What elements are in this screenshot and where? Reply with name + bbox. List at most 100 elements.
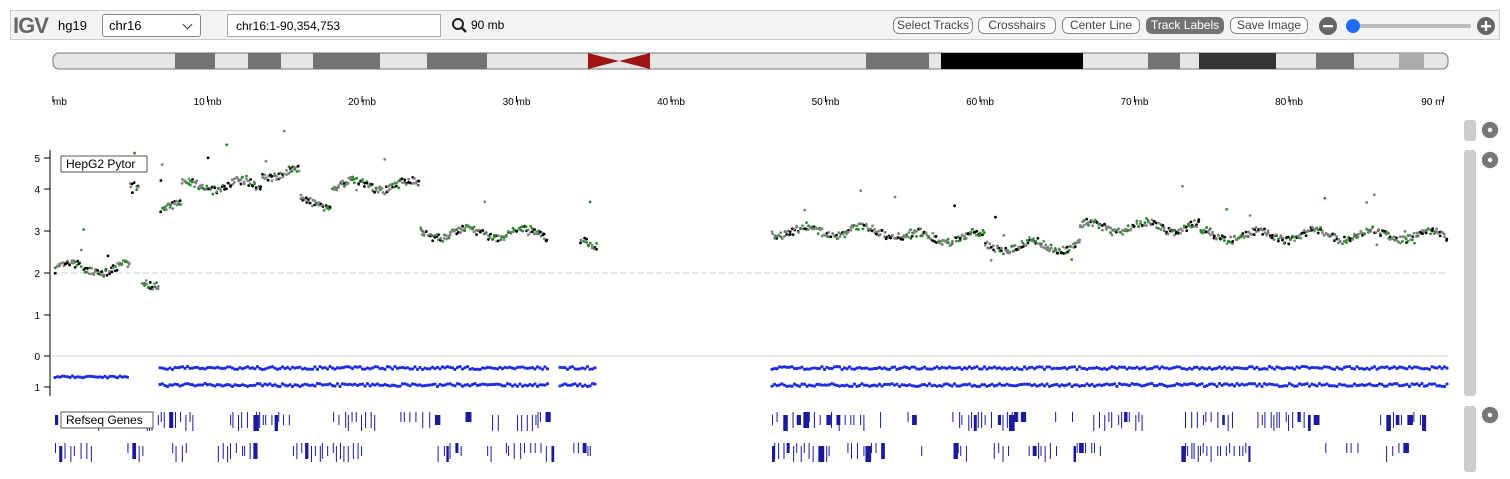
allele-point (1337, 382, 1342, 386)
toolbar-button[interactable]: Center Line (1062, 17, 1140, 34)
gene-feature (831, 412, 833, 428)
allele-point (1155, 365, 1159, 369)
cnv-point (1193, 219, 1196, 222)
allele-point (1385, 365, 1389, 369)
cnv-point (1073, 241, 1077, 245)
cnv-point (229, 184, 233, 187)
cnv-point (842, 230, 846, 234)
allele-point (63, 374, 67, 378)
allele-point (905, 384, 909, 388)
gene-feature (960, 446, 962, 456)
allele-point (310, 383, 315, 387)
allele-point (533, 367, 537, 371)
cnv-point (883, 235, 886, 239)
allele-point (430, 365, 435, 369)
cnv-point (1118, 230, 1122, 234)
zoom-widget[interactable] (1317, 15, 1497, 37)
allele-point (223, 383, 227, 387)
cnv-point (816, 232, 820, 236)
allele-point (1230, 382, 1234, 387)
search-icon[interactable] (451, 17, 467, 35)
zoom-knob[interactable] (1346, 19, 1360, 33)
toolbar-button[interactable]: Track Labels (1146, 17, 1224, 34)
toolbar-button[interactable]: Save Image (1230, 17, 1308, 34)
cnv-point (1395, 238, 1398, 242)
allele-point (1220, 383, 1224, 387)
allele-point (1210, 382, 1214, 386)
allele-point (1182, 367, 1187, 371)
allele-point (1112, 365, 1117, 369)
cnv-point (1337, 237, 1341, 241)
cnv-point (53, 271, 57, 275)
allele-point (413, 382, 417, 387)
cnv-point (1296, 234, 1300, 238)
allele-point (515, 384, 520, 388)
locus-input[interactable]: chr16:1-90,354,753 (227, 14, 441, 37)
allele-point (1155, 383, 1159, 388)
allele-point (328, 382, 332, 386)
allele-point (455, 382, 460, 386)
allele-point (1407, 384, 1412, 389)
allele-point (1420, 381, 1424, 386)
toolbar-button[interactable]: Select Tracks (893, 17, 973, 34)
cnv-point (770, 230, 774, 234)
allele-point (807, 367, 812, 371)
allele-point (770, 384, 774, 388)
allele-point (495, 382, 500, 386)
cnv-point (296, 164, 300, 168)
allele-point (218, 366, 222, 370)
cnv-point (906, 235, 910, 239)
gene-feature (1222, 415, 1225, 425)
allele-point (1062, 365, 1067, 370)
allele-point (1112, 382, 1117, 386)
allele-point (158, 382, 162, 387)
cnv-point (297, 169, 301, 173)
allele-point (855, 384, 859, 388)
cnv-point (1154, 221, 1158, 225)
cnv-point (1266, 229, 1270, 233)
allele-point (450, 366, 455, 370)
track-settings[interactable] (1481, 151, 1499, 169)
cnv-point (388, 183, 392, 187)
allele-point (1437, 365, 1442, 369)
cnv-point (931, 231, 935, 235)
allele-point (213, 384, 217, 388)
cnv-point (820, 227, 824, 231)
allele-point (1285, 384, 1289, 388)
gene-feature (1093, 443, 1095, 453)
allele-point (802, 382, 807, 386)
allele-point (947, 383, 952, 387)
cnv-point (590, 246, 594, 250)
gene-feature (826, 446, 828, 462)
track-settings[interactable] (1481, 121, 1499, 139)
allele-point (360, 382, 365, 386)
cnv-point (1225, 207, 1229, 211)
allele-point (1135, 382, 1139, 386)
cnv-point (1011, 249, 1015, 253)
allele-point (458, 365, 462, 369)
chromosome-select[interactable]: chr16 (102, 14, 201, 37)
allele-point (1065, 367, 1069, 371)
track-settings[interactable] (1481, 406, 1499, 424)
toolbar-button[interactable]: Crosshairs (978, 17, 1056, 34)
cnv-point (285, 168, 288, 172)
allele-point (1195, 383, 1199, 388)
allele-point (1302, 364, 1307, 369)
cnv-point (1023, 243, 1027, 247)
allele-point (400, 382, 405, 386)
gene-feature (1217, 412, 1219, 428)
allele-point (792, 382, 797, 386)
allele-point (1097, 366, 1102, 371)
allele-point (962, 382, 967, 387)
genome[interactable]: hg19 (58, 18, 87, 33)
ruler-label: mb (53, 97, 67, 108)
cnv-point (1242, 235, 1246, 239)
cnv-point (266, 178, 270, 182)
cnv-point (313, 199, 317, 203)
cnv-point (829, 235, 833, 239)
cnv-point (1313, 229, 1317, 233)
allele-point (285, 365, 290, 370)
cnv-point (1387, 231, 1390, 235)
allele-point (473, 367, 477, 371)
cnv-point (1322, 233, 1326, 237)
